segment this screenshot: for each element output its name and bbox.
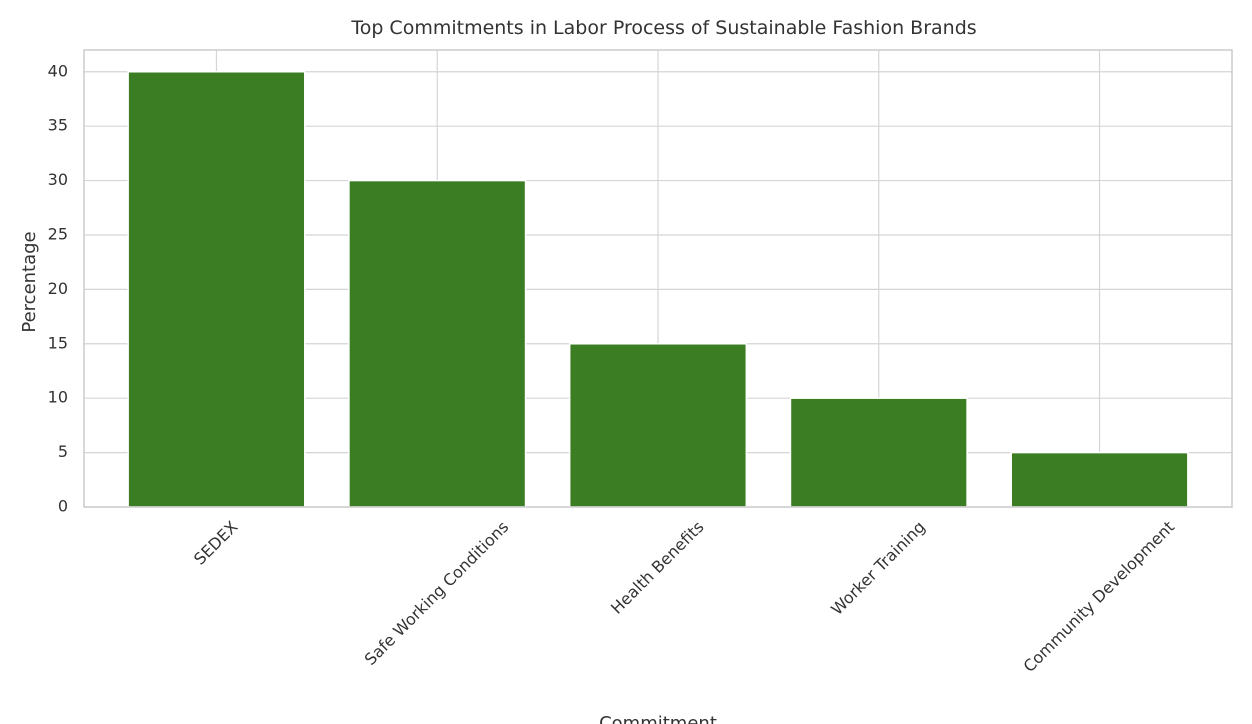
x-tick-label: Health Benefits [607,517,707,617]
bar [789,397,968,508]
bar [568,343,748,508]
y-tick-label: 5 [58,442,68,461]
x-tick-label: Community Development [1019,517,1178,676]
y-tick-label: 15 [48,333,68,352]
x-tick-label: Safe Working Conditions [361,517,513,669]
x-tick-label: SEDEX [190,517,241,568]
y-tick-label: 40 [48,61,68,80]
y-tick-label: 20 [48,279,68,298]
y-tick-label: 0 [58,497,68,516]
plot-frame [83,49,1233,508]
x-tick-label: Worker Training [827,517,929,619]
y-tick-label: 25 [48,224,68,243]
y-tick-label: 35 [48,116,68,135]
bar [127,71,306,508]
chart-title: Top Commitments in Labor Process of Sust… [350,17,976,39]
x-axis-label: Commitment [599,713,717,724]
y-tick-label: 30 [48,170,68,189]
bar [1010,451,1189,508]
y-axis-label: Percentage [19,231,40,332]
y-tick-label: 10 [48,388,68,407]
bar [348,179,527,508]
